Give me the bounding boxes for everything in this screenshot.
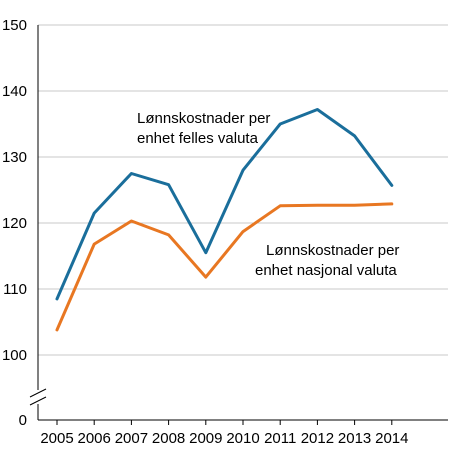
x-tick-label-2007: 2007 — [115, 430, 148, 447]
y-tick-labels: 0 100 110 120 130 140 150 — [2, 17, 27, 429]
x-tick-label-2012: 2012 — [301, 430, 334, 447]
series-line-felles-valuta — [55, 108, 394, 301]
annotation-felles-line-2: enhet felles valuta — [137, 130, 259, 147]
x-tick-label-2010: 2010 — [226, 430, 259, 447]
y-tick-label-0: 0 — [19, 412, 27, 429]
y-tick-label-110: 110 — [3, 281, 27, 298]
annotation-nasjonal-line-2: enhet nasjonal valuta — [255, 262, 397, 279]
y-tick-label-150: 150 — [2, 17, 27, 34]
x-tick-label-2006: 2006 — [78, 430, 111, 447]
annotation-nasjonal-line-1: Lønnskostnader per — [266, 242, 399, 259]
y-axis-break-gap — [33, 390, 43, 404]
grid-lines — [38, 24, 448, 356]
y-axis-break-stroke-1 — [29, 388, 47, 398]
x-tick-labels: 2005 2006 2007 2008 2009 2010 2011 2012 2013 2014 — [40, 420, 408, 447]
series-line-nasjonal-valuta — [55, 202, 394, 332]
y-tick-label-130: 130 — [2, 149, 27, 166]
x-tick-label-2009: 2009 — [189, 430, 222, 447]
x-tick-label-2014: 2014 — [375, 430, 408, 447]
y-axis-break-stroke-2 — [29, 396, 47, 406]
annotation-felles-line-1: Lønnskostnader per — [137, 110, 270, 127]
x-tick-label-2013: 2013 — [338, 430, 371, 447]
y-tick-label-140: 140 — [2, 83, 27, 100]
x-tick-label-2008: 2008 — [152, 430, 185, 447]
y-axis-break — [29, 388, 47, 406]
y-tick-label-120: 120 — [2, 215, 27, 232]
x-tick-label-2005: 2005 — [40, 430, 73, 447]
x-tick-label-2011: 2011 — [264, 430, 296, 447]
y-tick-label-100: 100 — [2, 347, 27, 364]
series-lines — [55, 108, 394, 332]
